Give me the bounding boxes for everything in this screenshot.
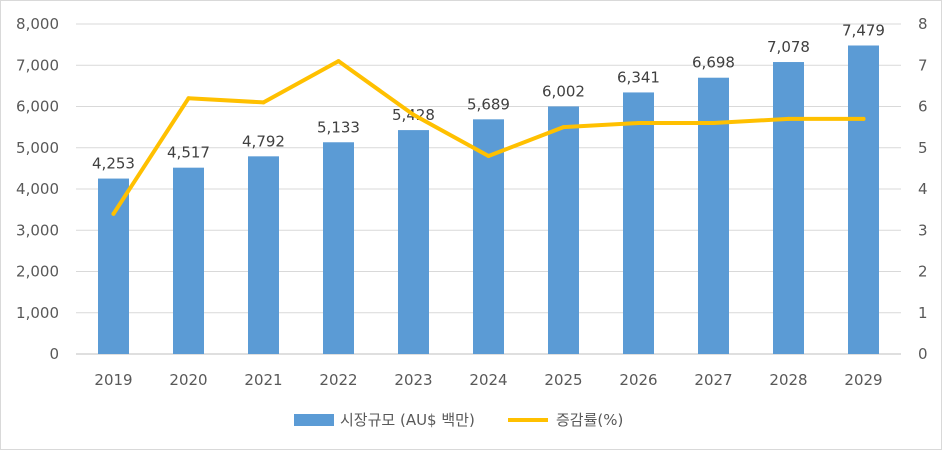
left-tick-label: 8,000: [16, 15, 59, 33]
x-tick-label: 2027: [694, 371, 732, 389]
right-tick-label: 0: [918, 345, 928, 363]
bar: [848, 45, 879, 355]
x-tick-label: 2029: [844, 371, 882, 389]
line-point: [186, 96, 191, 101]
bar-data-label: 6,002: [542, 82, 585, 100]
line-point: [411, 112, 416, 117]
bar-data-label: 7,479: [842, 21, 885, 39]
line-point: [861, 116, 866, 121]
line-point: [786, 116, 791, 121]
line-point: [486, 154, 491, 158]
x-tick-label: 2020: [169, 371, 207, 389]
line-point: [636, 121, 641, 125]
bar-data-label: 4,792: [242, 132, 285, 150]
bar: [698, 77, 729, 355]
left-tick-label: 5,000: [16, 139, 59, 157]
x-tick-label: 2028: [769, 371, 807, 389]
bar: [248, 156, 279, 354]
legend-label-line: 증감률(%): [556, 411, 623, 429]
bar: [173, 167, 204, 354]
left-tick-label: 0: [49, 345, 59, 363]
bar: [773, 62, 804, 354]
x-tick-label: 2019: [94, 371, 132, 389]
left-tick-label: 1,000: [16, 304, 59, 322]
line-point: [711, 121, 716, 125]
legend-label-bar: 시장규모 (AU$ 백만): [340, 411, 475, 429]
right-tick-label: 8: [918, 15, 928, 33]
left-tick-label: 3,000: [16, 221, 59, 239]
x-tick-label: 2021: [244, 371, 282, 389]
line-point: [336, 59, 341, 64]
line-point: [561, 125, 566, 130]
right-tick-label: 7: [918, 56, 928, 74]
left-axis-ticks: 0 1,000 2,000 3,000 4,000 5,000 6,000 7,000 8,00…: [16, 15, 59, 363]
x-tick-label: 2025: [544, 371, 582, 389]
left-tick-label: 2,000: [16, 263, 59, 281]
bar-data-label: 4,517: [167, 144, 210, 162]
bar-data-label: 5,133: [317, 118, 360, 136]
x-axis-ticks: 2019 2020 2021 2022 2023 2024 2025 2026 2027 2028…: [94, 371, 882, 389]
bar: [623, 92, 654, 354]
x-tick-label: 2024: [469, 371, 507, 389]
right-axis-ticks: 0 1 2 3 4 5 6 7 8: [918, 15, 928, 363]
x-tick-label: 2023: [394, 371, 432, 389]
x-tick-label: 2022: [319, 371, 357, 389]
line-point: [261, 100, 266, 105]
right-tick-label: 6: [918, 98, 928, 116]
bar-data-label: 4,253: [92, 155, 135, 173]
bar: [548, 106, 579, 354]
x-tick-label: 2026: [619, 371, 657, 389]
right-tick-label: 2: [918, 263, 928, 281]
line-point: [111, 211, 116, 216]
legend-swatch-bar: [294, 414, 334, 426]
bar-data-label: 6,698: [692, 54, 735, 72]
right-tick-label: 5: [918, 139, 928, 157]
bar: [323, 142, 354, 354]
right-tick-label: 4: [918, 180, 928, 198]
left-tick-label: 6,000: [16, 98, 59, 116]
bar-data-label: 7,078: [767, 38, 810, 56]
left-tick-label: 7,000: [16, 56, 59, 74]
right-tick-label: 1: [918, 304, 928, 322]
right-tick-label: 3: [918, 221, 928, 239]
bar-data-label: 5,689: [467, 95, 510, 113]
bar-series: [98, 45, 879, 355]
bar: [398, 130, 429, 354]
bar-data-label: 6,341: [617, 68, 660, 86]
bar: [473, 119, 504, 354]
left-tick-label: 4,000: [16, 180, 59, 198]
legend: 시장규모 (AU$ 백만) 증감률(%): [294, 411, 623, 429]
line-series: [111, 59, 866, 216]
bar: [98, 178, 129, 354]
bar-data-labels: 4,2534,5174,7925,1335,4285,6896,0026,341…: [92, 21, 885, 172]
